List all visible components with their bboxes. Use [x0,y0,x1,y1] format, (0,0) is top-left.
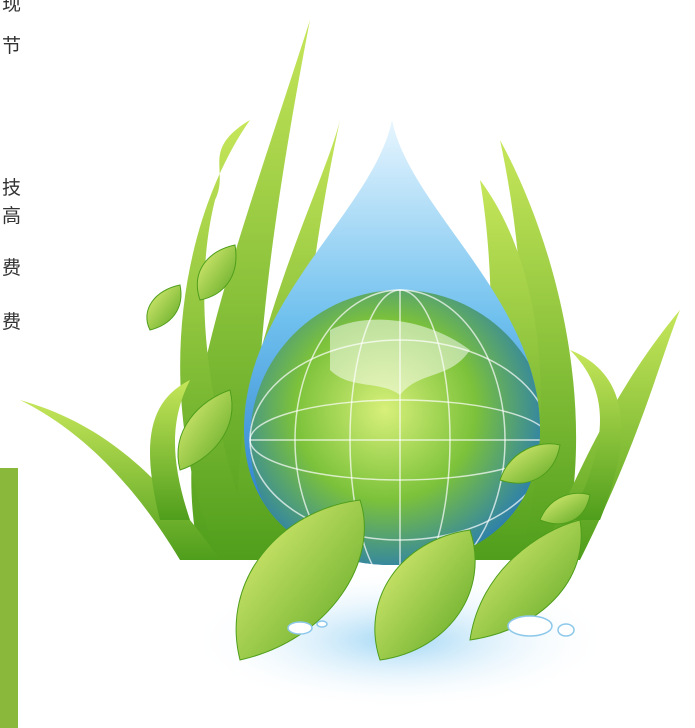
text-fragment: 费 [2,311,22,333]
droplets [287,615,575,637]
text-fragment: 高 [2,205,22,227]
leaves [146,244,591,661]
accent-bar [0,468,18,728]
text-fragment: 技 [2,177,22,199]
text-fragment: 费 [2,257,22,279]
text-fragment: 节 [2,35,22,57]
text-fragment: 现 [2,0,22,15]
